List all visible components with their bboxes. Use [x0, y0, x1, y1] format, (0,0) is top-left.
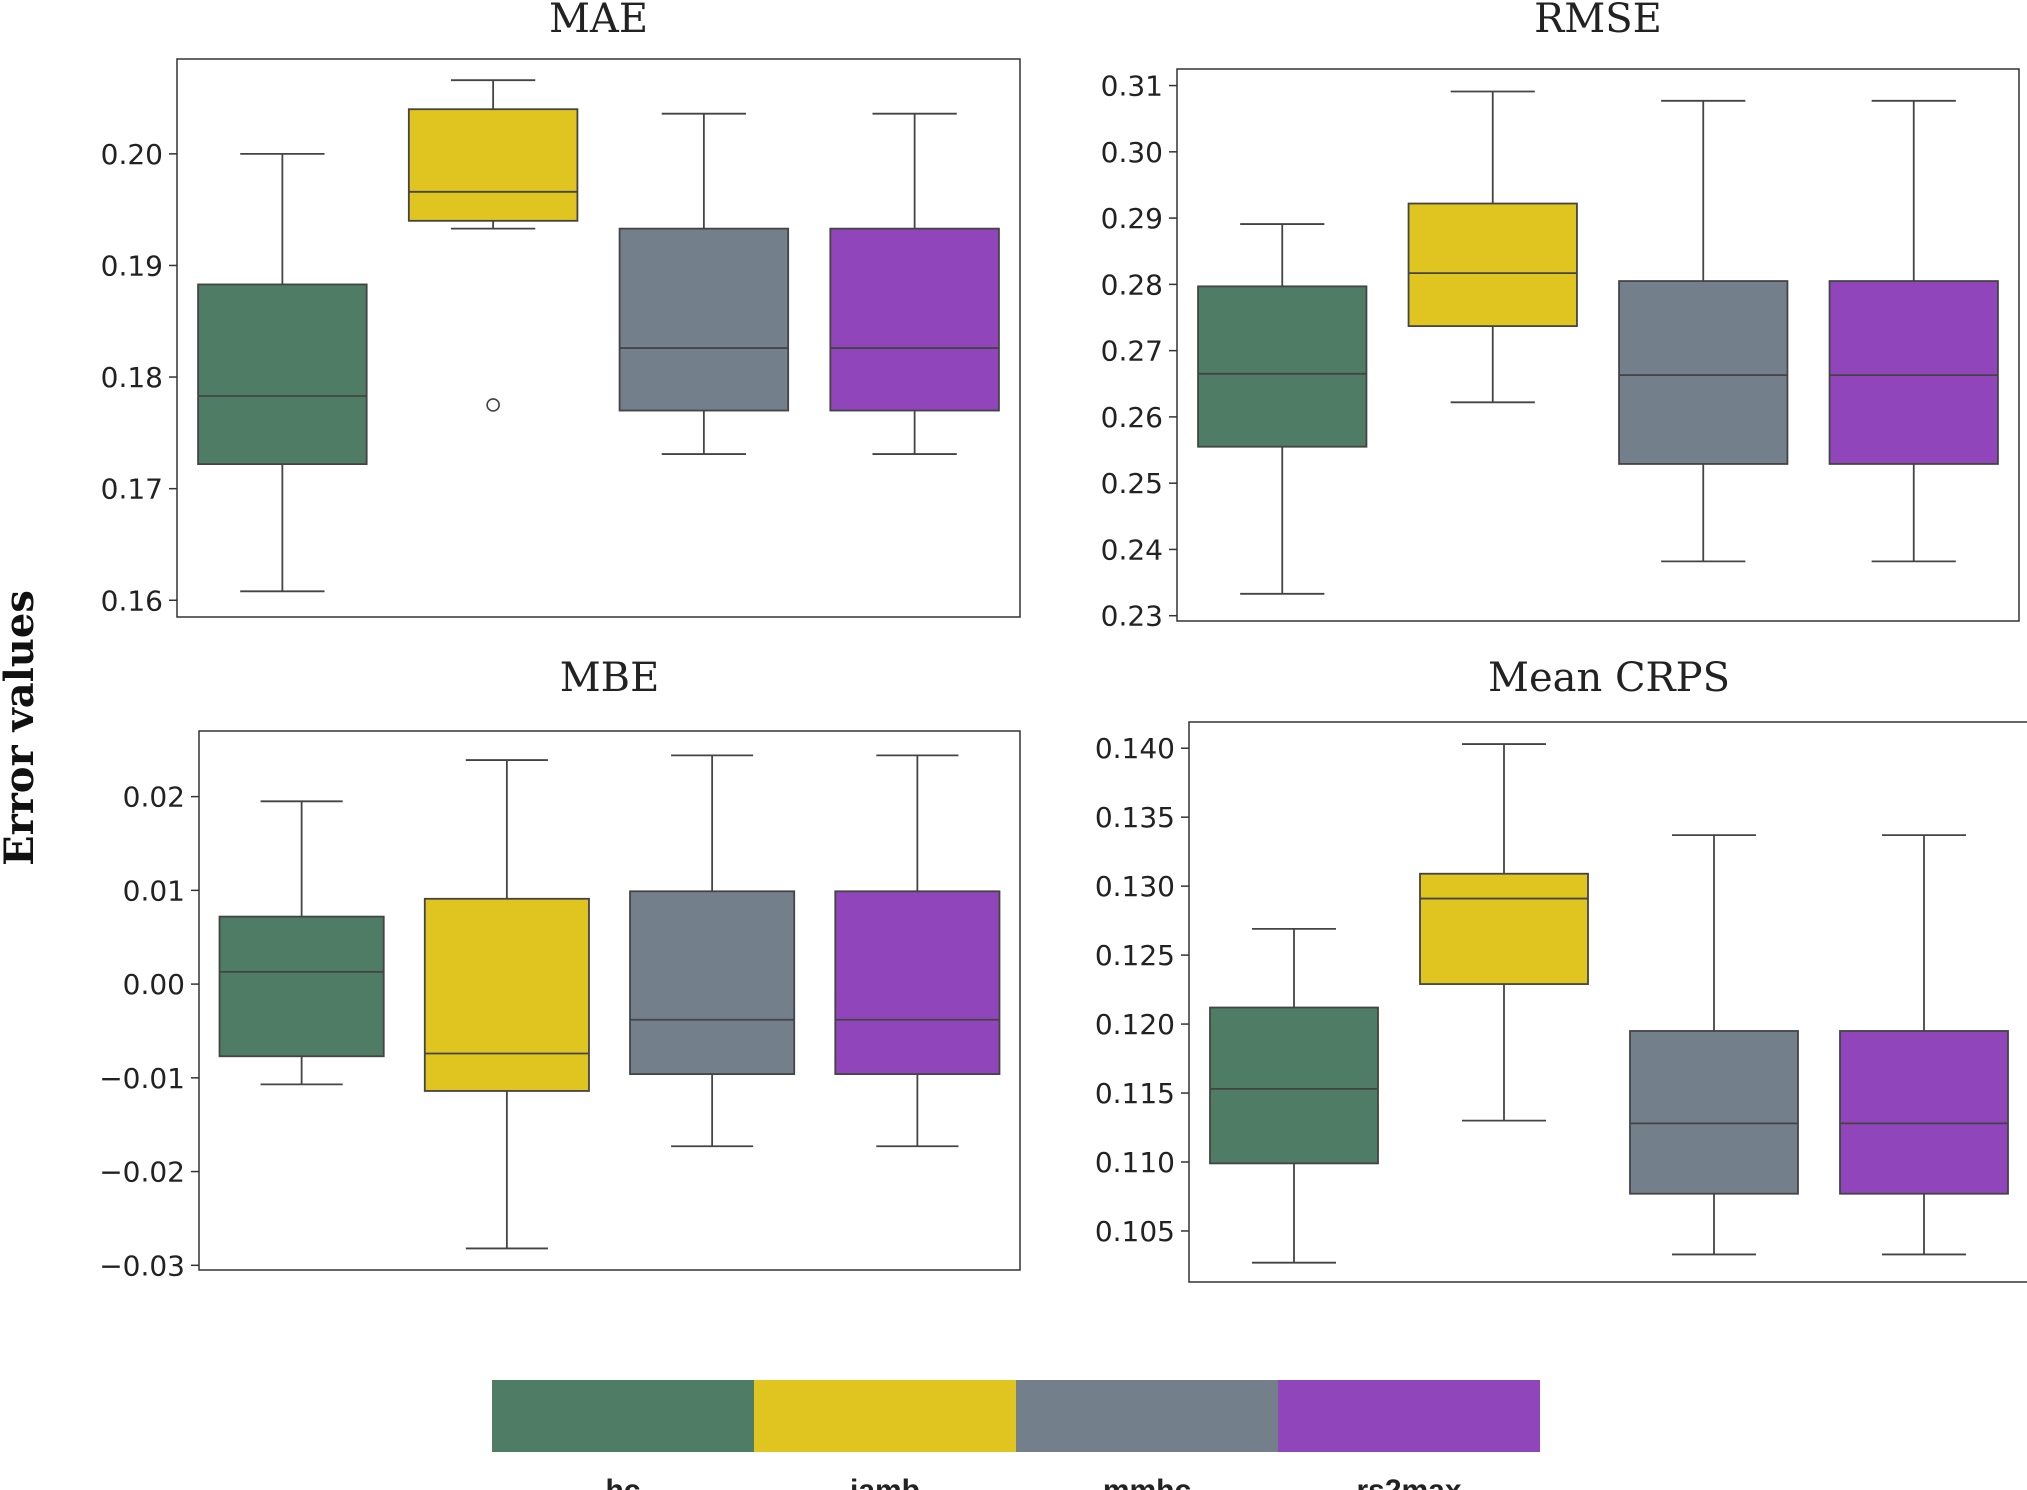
box-iamb: [407, 79, 579, 412]
box-hc: [1197, 223, 1368, 595]
panel-title: MBE: [560, 655, 660, 701]
y-tick-label: 0.110: [1095, 1146, 1175, 1179]
legend-label-hc: hc: [605, 1474, 640, 1490]
box-iamb: [423, 759, 590, 1250]
y-tick-label: 0.140: [1095, 732, 1175, 765]
box-iqr: [618, 227, 790, 412]
legend-label-mmhc: mmhc: [1103, 1474, 1191, 1490]
y-tick-label: 0.125: [1095, 939, 1175, 972]
y-tick-label: 0.135: [1095, 801, 1175, 834]
box-iqr: [829, 227, 1000, 412]
box-rs2max: [1839, 834, 2009, 1256]
legend-swatch-iamb: [754, 1380, 1016, 1452]
box-mmhc: [629, 754, 796, 1148]
box-iamb: [1407, 90, 1578, 404]
box-iqr: [1209, 1006, 1379, 1165]
box-iqr: [1629, 1030, 1799, 1195]
legend-label-rs2max: rs2max: [1356, 1474, 1461, 1490]
box-iqr: [1407, 202, 1578, 328]
plot-frame: [1188, 721, 2027, 1283]
legend-swatch-rs2max: [1278, 1380, 1540, 1452]
y-tick-label: 0.20: [101, 138, 163, 171]
y-tick-label: 0.23: [1101, 600, 1163, 633]
legend-label-iamb: iamb: [850, 1474, 920, 1490]
box-iqr: [834, 890, 1001, 1075]
box-hc: [197, 152, 368, 593]
plot-frame: [176, 58, 1021, 618]
box-iqr: [1618, 280, 1789, 465]
y-tick-label: 0.120: [1095, 1008, 1175, 1041]
box-iqr: [423, 897, 590, 1092]
box-hc: [218, 800, 385, 1086]
outlier-point: [486, 398, 500, 412]
box-iqr: [407, 108, 579, 222]
y-tick-label: 0.105: [1095, 1215, 1175, 1248]
plot-frame: [1176, 68, 2020, 622]
y-tick-label: 0.16: [101, 584, 163, 617]
panel-title: MAE: [549, 0, 648, 42]
panel-title: Mean CRPS: [1488, 655, 1730, 701]
box-rs2max: [829, 112, 1000, 455]
y-tick-label: −0.02: [99, 1156, 185, 1189]
y-tick-label: 0.19: [101, 249, 163, 282]
y-tick-label: 0.24: [1101, 533, 1163, 566]
box-mmhc: [1618, 99, 1789, 563]
box-iqr: [218, 915, 385, 1058]
y-tick-label: 0.31: [1101, 70, 1163, 103]
y-axis-label: Error values: [0, 590, 43, 866]
panel-mbe: MBE −0.03 −0.02 −0.01 0.00 0.01 0.02: [99, 655, 1021, 1282]
panel-mae: MAE 0.16 0.17 0.18 0.19 0.20: [101, 0, 1021, 618]
panel-title: RMSE: [1534, 0, 1662, 42]
box-iqr: [1828, 280, 1999, 465]
y-tick-label: 0.29: [1101, 202, 1163, 235]
box-iamb: [1419, 743, 1589, 1122]
y-tick-label: −0.01: [99, 1062, 185, 1095]
y-tick-label: 0.02: [123, 781, 185, 814]
panel-mean-crps: Mean CRPS 0.105 0.110 0.115 0.120 0.125 0.130 0…: [1095, 655, 2027, 1283]
y-tick-label: 0.27: [1101, 335, 1163, 368]
box-hc: [1209, 927, 1379, 1264]
box-rs2max: [1828, 99, 1999, 563]
y-tick-label: −0.03: [99, 1249, 185, 1282]
y-tick-label: 0.30: [1101, 136, 1163, 169]
box-iqr: [629, 890, 796, 1075]
box-iqr: [1197, 285, 1368, 448]
box-iqr: [1419, 872, 1589, 985]
box-iqr: [1839, 1030, 2009, 1195]
legend: hc iamb mmhc rs2max: [492, 1380, 1540, 1490]
y-tick-label: 0.18: [101, 361, 163, 394]
y-tick-label: 0.17: [101, 473, 163, 506]
panel-rmse: RMSE 0.23 0.24 0.25 0.26 0.27 0.28 0.29 0.30 0.31: [1101, 0, 2020, 633]
panels: MAE 0.16 0.17 0.18 0.19 0.20 RMSE 0.23 0.24 0.25 0…: [99, 0, 2027, 1283]
y-tick-label: 0.130: [1095, 870, 1175, 903]
box-mmhc: [618, 112, 790, 455]
y-tick-label: 0.00: [123, 968, 185, 1001]
legend-swatch-mmhc: [1016, 1380, 1278, 1452]
y-tick-label: 0.01: [123, 874, 185, 907]
legend-swatch-hc: [492, 1380, 754, 1452]
box-iqr: [197, 283, 368, 466]
y-tick-label: 0.115: [1095, 1077, 1175, 1110]
y-tick-label: 0.28: [1101, 268, 1163, 301]
box-rs2max: [834, 754, 1001, 1148]
plot-frame: [198, 730, 1021, 1271]
box-mmhc: [1629, 834, 1799, 1256]
y-tick-label: 0.25: [1101, 467, 1163, 500]
y-tick-label: 0.26: [1101, 401, 1163, 434]
